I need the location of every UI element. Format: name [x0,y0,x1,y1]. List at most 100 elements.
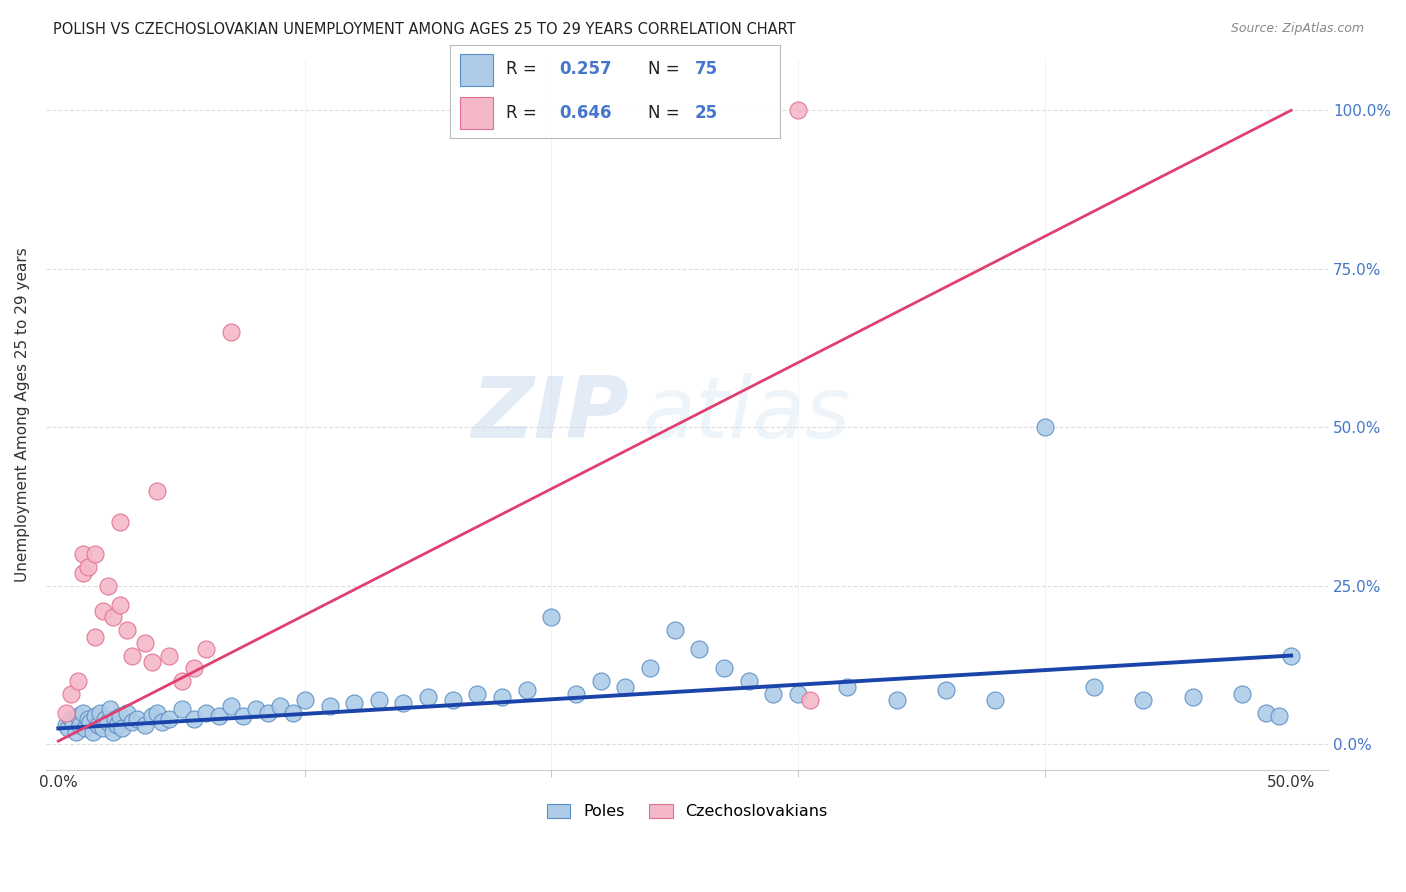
Point [55,706,77,720]
Point [134,636,156,650]
Point [146,483,169,498]
Text: 0.646: 0.646 [560,103,612,121]
Text: N =: N = [648,103,685,121]
Point [257,706,280,720]
Point [62,715,84,730]
Point [392,696,415,710]
Text: R =: R = [506,103,543,121]
Point [170,702,193,716]
Text: POLISH VS CZECHOSLOVAKIAN UNEMPLOYMENT AMONG AGES 25 TO 29 YEARS CORRELATION CHA: POLISH VS CZECHOSLOVAKIAN UNEMPLOYMENT A… [53,22,796,37]
Point [441,693,464,707]
Point [1033,420,1056,434]
Point [56,722,79,736]
Point [94,712,117,726]
Text: R =: R = [506,61,543,78]
Point [491,690,513,704]
Point [1230,687,1253,701]
Point [98,702,121,716]
Text: 75: 75 [695,61,717,78]
Point [170,673,193,688]
Point [141,708,163,723]
Point [343,696,366,710]
Point [108,598,131,612]
Point [207,708,229,723]
Point [101,610,124,624]
Point [984,693,1007,707]
Point [127,712,149,726]
Point [65,724,87,739]
Point [638,661,661,675]
Point [121,715,143,730]
Text: Source: ZipAtlas.com: Source: ZipAtlas.com [1230,22,1364,36]
Point [117,706,139,720]
Point [1181,690,1204,704]
Point [111,722,134,736]
Y-axis label: Unemployment Among Ages 25 to 29 years: Unemployment Among Ages 25 to 29 years [15,247,30,582]
Point [886,693,908,707]
Point [107,718,129,732]
Point [787,103,810,118]
Point [101,724,124,739]
Text: N =: N = [648,61,685,78]
Point [66,708,89,723]
Point [87,718,110,732]
Point [1268,708,1291,723]
Point [121,648,143,663]
Text: atlas: atlas [643,373,851,456]
Point [664,623,686,637]
Point [77,712,100,726]
Text: ZIP: ZIP [472,373,630,456]
Point [565,687,588,701]
Point [97,579,120,593]
Point [195,706,218,720]
Point [219,699,242,714]
Point [318,699,340,714]
Point [150,715,173,730]
Point [157,712,180,726]
FancyBboxPatch shape [460,54,494,86]
Text: 25: 25 [695,103,717,121]
Point [183,661,205,675]
Point [1083,680,1105,694]
Point [935,683,957,698]
Point [738,673,761,688]
Point [72,566,94,581]
Point [89,706,111,720]
Point [688,642,710,657]
Point [787,687,810,701]
Point [84,708,107,723]
Point [84,547,107,561]
Point [232,708,254,723]
Point [219,325,242,339]
Point [141,655,163,669]
Legend: Poles, Czechoslovakians: Poles, Czechoslovakians [540,797,834,826]
Point [589,673,612,688]
Point [108,708,131,723]
Text: 0.257: 0.257 [560,61,612,78]
Point [91,722,114,736]
Point [117,623,139,637]
Point [516,683,538,698]
Point [183,712,205,726]
Point [69,718,91,732]
Point [713,661,735,675]
Point [84,630,107,644]
Point [82,724,104,739]
Point [75,722,97,736]
Point [467,687,489,701]
Point [837,680,859,694]
Point [281,706,304,720]
Point [762,687,785,701]
FancyBboxPatch shape [460,97,494,129]
Point [367,693,389,707]
Point [1279,648,1302,663]
Point [540,610,562,624]
Point [134,718,156,732]
Point [1132,693,1154,707]
Point [59,687,82,701]
Point [157,648,180,663]
Point [91,604,114,618]
Point [77,559,100,574]
Point [97,715,120,730]
Point [1256,706,1278,720]
